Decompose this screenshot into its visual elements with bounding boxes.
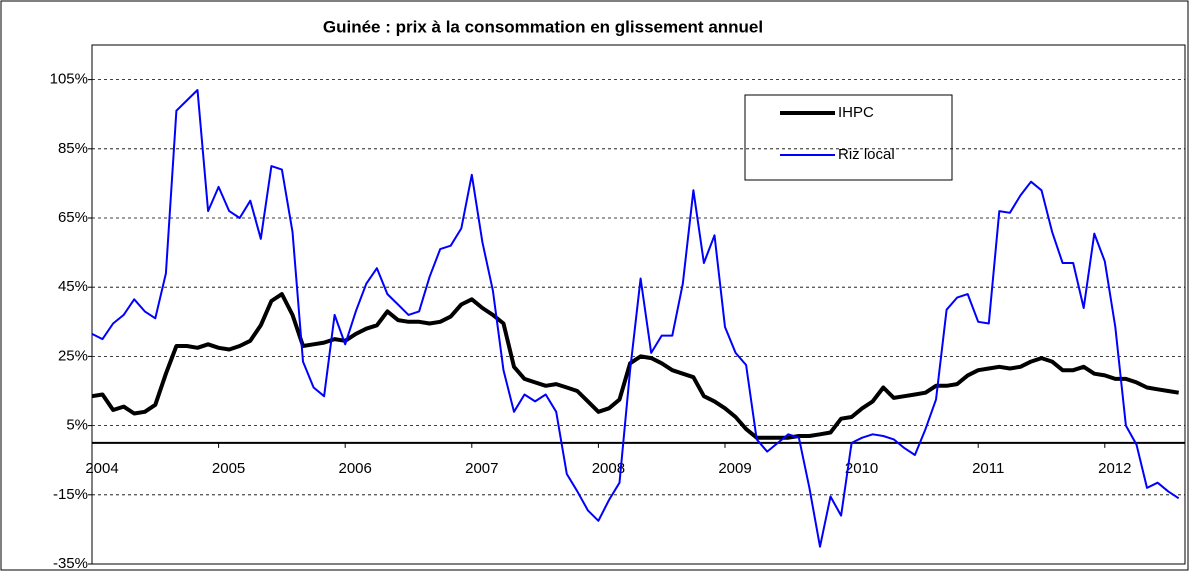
series-line <box>91 292 1180 440</box>
y-tick-label: 85% <box>58 140 88 157</box>
x-tick-label: 2005 <box>212 460 245 477</box>
y-tick-label: -15% <box>53 486 88 503</box>
y-tick-label: 25% <box>58 347 88 364</box>
y-tick-label: 105% <box>50 71 88 88</box>
chart-title: Guinée : prix à la consommation en gliss… <box>323 17 763 36</box>
y-tick-label: 45% <box>58 278 88 295</box>
x-tick-label: 2008 <box>592 460 625 477</box>
x-tick-label: 2007 <box>465 460 498 477</box>
x-tick-label: 2011 <box>972 460 1004 477</box>
y-tick-label: 5% <box>66 417 88 434</box>
x-tick-label: 2009 <box>718 460 751 477</box>
x-tick-label: 2006 <box>339 460 372 477</box>
x-tick-label: 2012 <box>1098 460 1131 477</box>
legend-label: IHPC <box>838 104 874 121</box>
y-tick-label: -35% <box>53 555 88 572</box>
legend-box <box>744 94 953 181</box>
x-tick-label: 2010 <box>845 460 878 477</box>
x-tick-label: 2004 <box>85 460 118 477</box>
legend: IHPC Riz local <box>744 94 953 181</box>
legend-label: Riz local <box>838 146 895 163</box>
series-line <box>91 89 1180 548</box>
y-tick-label: 65% <box>58 209 88 226</box>
